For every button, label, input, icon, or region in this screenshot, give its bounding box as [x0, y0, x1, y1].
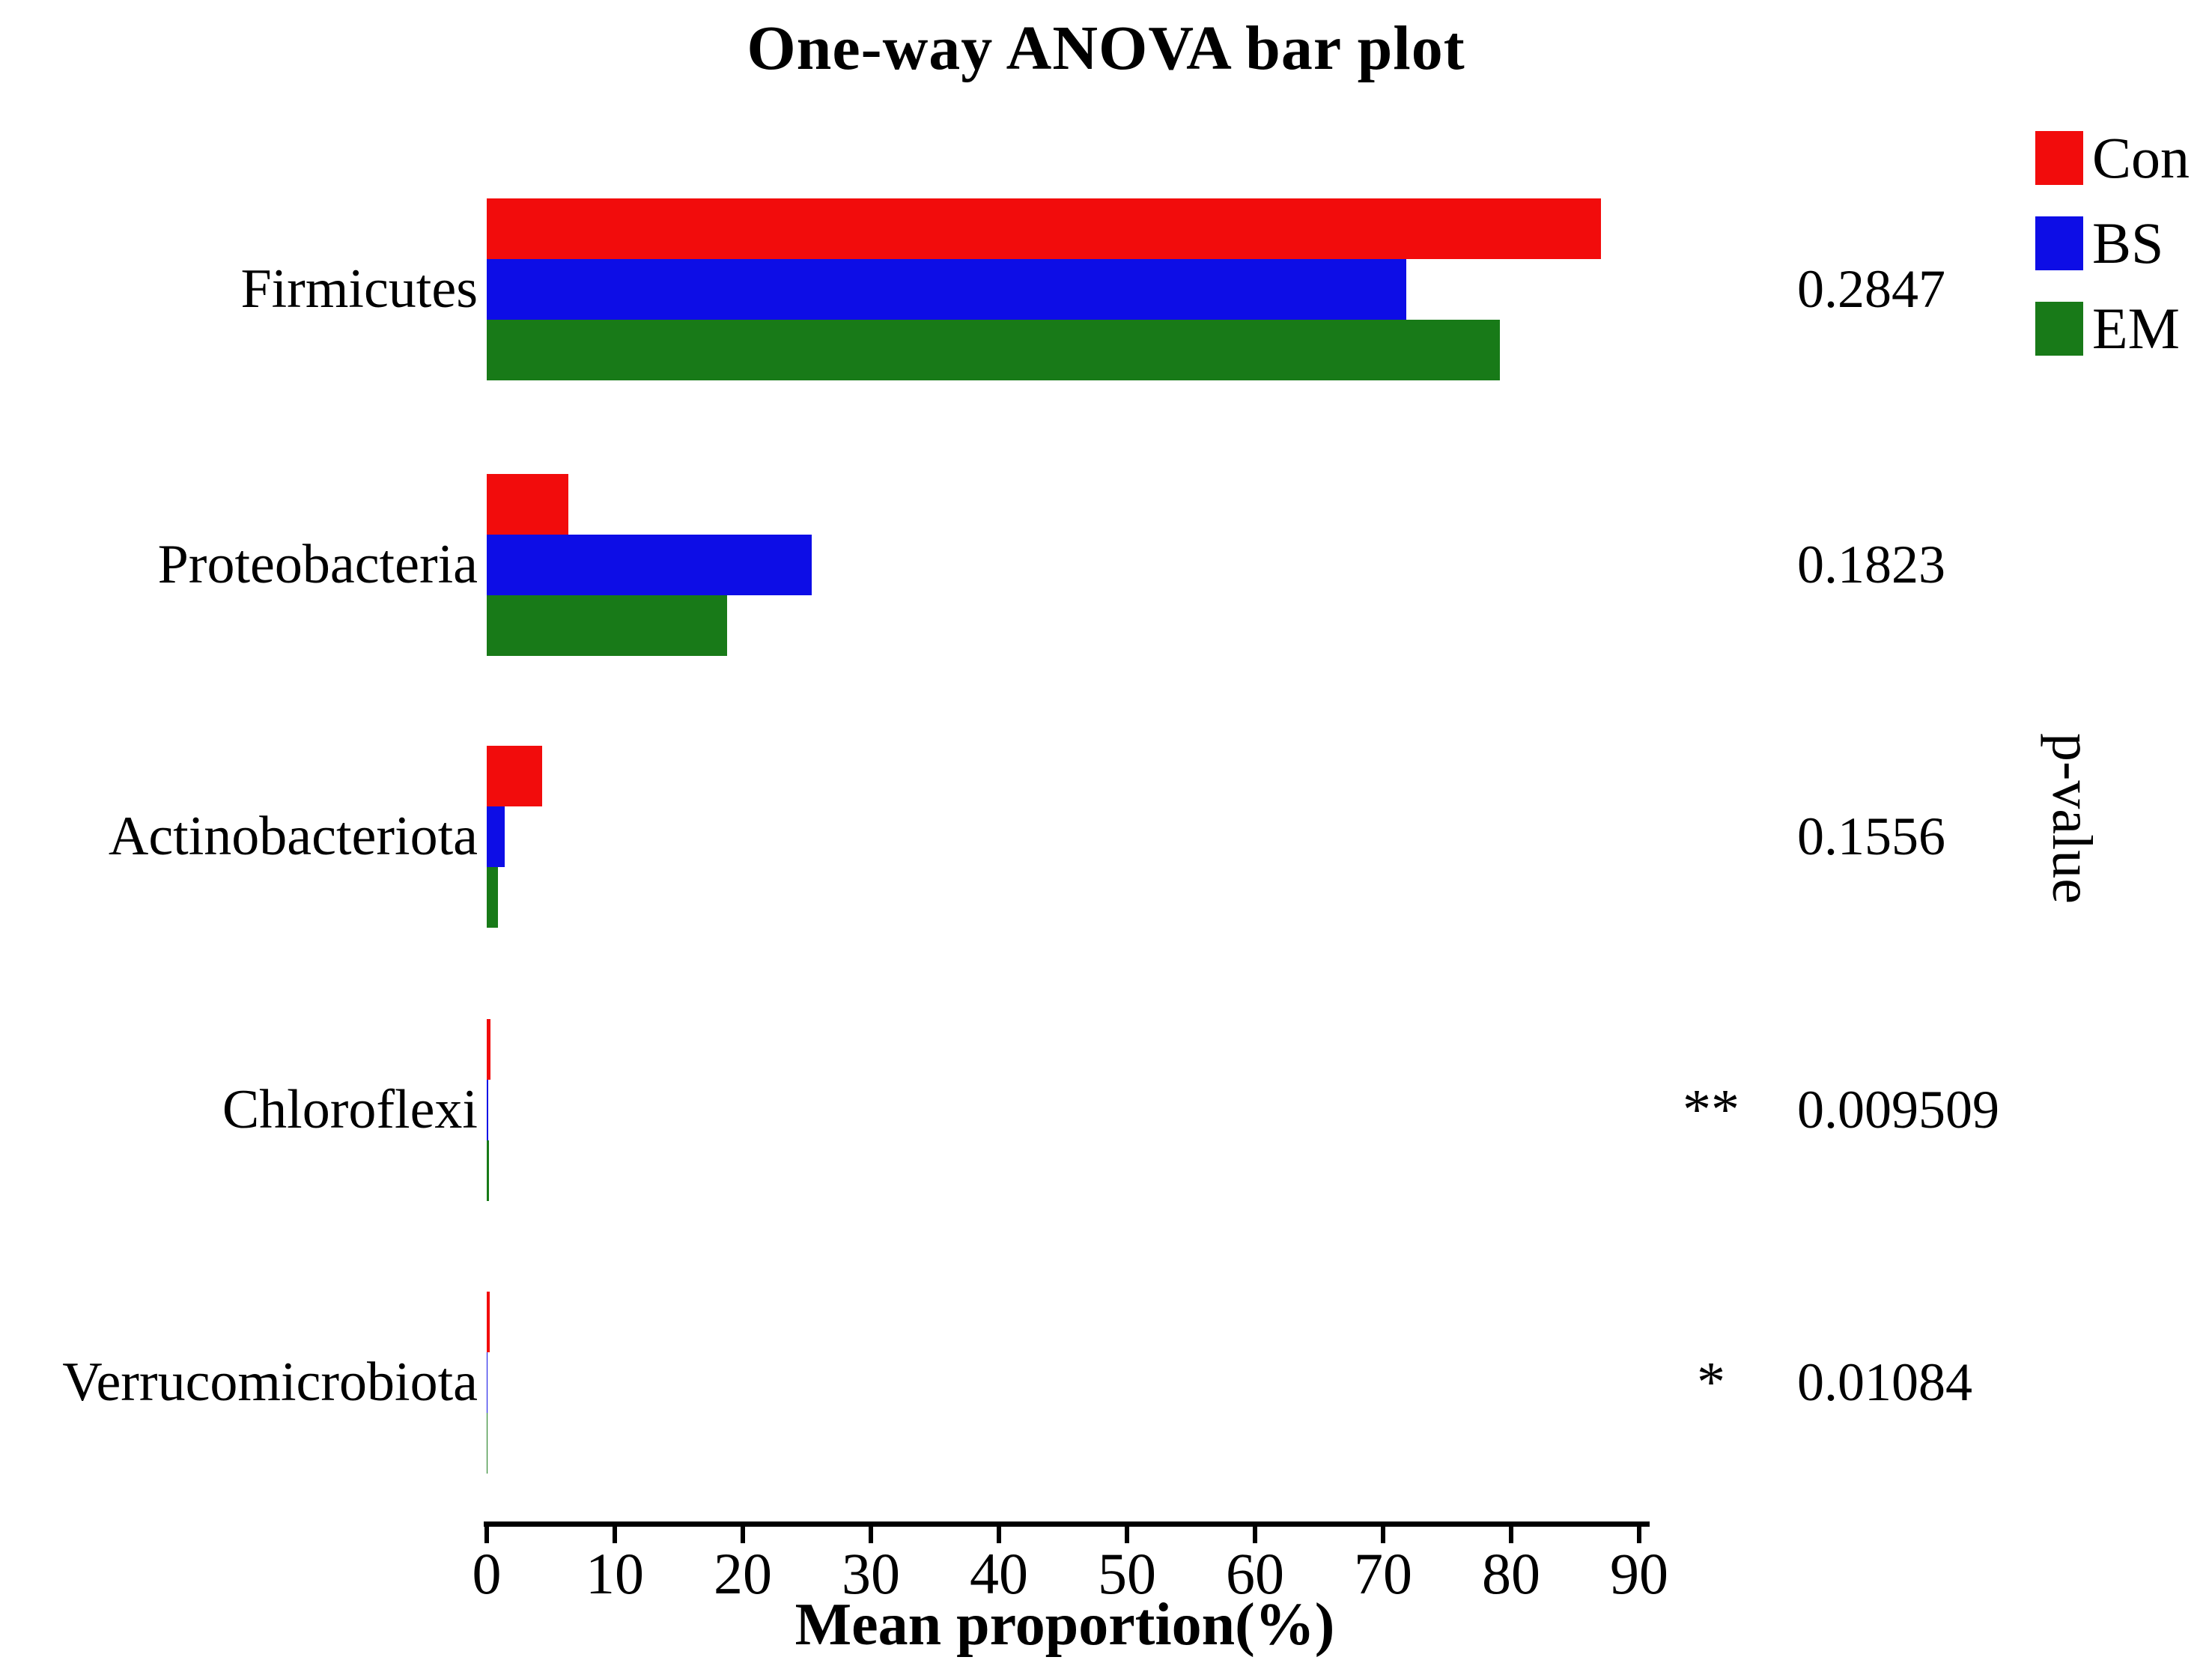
x-tick	[1381, 1527, 1385, 1543]
bar	[487, 1140, 489, 1201]
x-tick	[1253, 1527, 1257, 1543]
significance-stars: **	[1683, 1078, 1739, 1141]
chart-title: One-way ANOVA bar plot	[747, 13, 1465, 83]
p-value: 0.01084	[1797, 1352, 1972, 1412]
bar	[487, 198, 1601, 259]
x-axis-line	[484, 1521, 1650, 1527]
x-tick-label: 20	[714, 1541, 772, 1606]
bar	[487, 319, 1500, 380]
bar	[487, 534, 812, 595]
category-label: Proteobacteria	[157, 534, 478, 595]
x-tick	[869, 1527, 873, 1543]
legend-swatch-bs	[2035, 216, 2083, 270]
category-label: Actinobacteriota	[108, 806, 478, 867]
bar	[487, 595, 728, 656]
p-value-axis-label: p-value	[2041, 733, 2104, 904]
x-tick-label: 80	[1482, 1541, 1540, 1606]
x-tick	[741, 1527, 745, 1543]
category-label: Verrucomicrobiota	[62, 1352, 478, 1413]
x-tick-label: 10	[586, 1541, 644, 1606]
bar	[487, 258, 1406, 320]
x-axis-title: Mean proportion(%)	[794, 1592, 1335, 1658]
x-tick	[484, 1527, 489, 1543]
significance-stars: *	[1697, 1351, 1725, 1414]
bar	[487, 1079, 488, 1140]
x-tick-label: 90	[1610, 1541, 1668, 1606]
bar	[487, 1018, 491, 1080]
bar	[487, 866, 499, 928]
x-tick	[613, 1527, 617, 1543]
p-value: 0.1556	[1797, 806, 1945, 866]
bar	[487, 806, 505, 867]
legend-label: Con	[2092, 125, 2190, 190]
x-tick	[1125, 1527, 1129, 1543]
p-value: 0.2847	[1797, 259, 1945, 319]
legend-swatch-con	[2035, 131, 2083, 185]
x-tick-label: 70	[1354, 1541, 1412, 1606]
x-tick	[1637, 1527, 1641, 1543]
x-tick-label: 30	[842, 1541, 900, 1606]
bar	[487, 745, 542, 806]
legend-label: EM	[2092, 296, 2180, 361]
legend-label: BS	[2092, 210, 2164, 276]
category-label: Chloroflexi	[222, 1079, 478, 1140]
p-value: 0.1823	[1797, 535, 1945, 595]
x-tick-label: 60	[1226, 1541, 1284, 1606]
p-value: 0.009509	[1797, 1080, 1999, 1140]
legend: Con BS EM	[2022, 120, 2212, 367]
category-label: Firmicutes	[240, 258, 478, 320]
x-tick	[997, 1527, 1001, 1543]
legend-swatch-em	[2035, 302, 2083, 356]
x-tick-label: 0	[472, 1541, 502, 1606]
bar	[487, 1291, 490, 1352]
x-tick	[1509, 1527, 1513, 1543]
x-tick-label: 40	[970, 1541, 1028, 1606]
x-tick-label: 50	[1098, 1541, 1156, 1606]
bar	[487, 473, 569, 535]
